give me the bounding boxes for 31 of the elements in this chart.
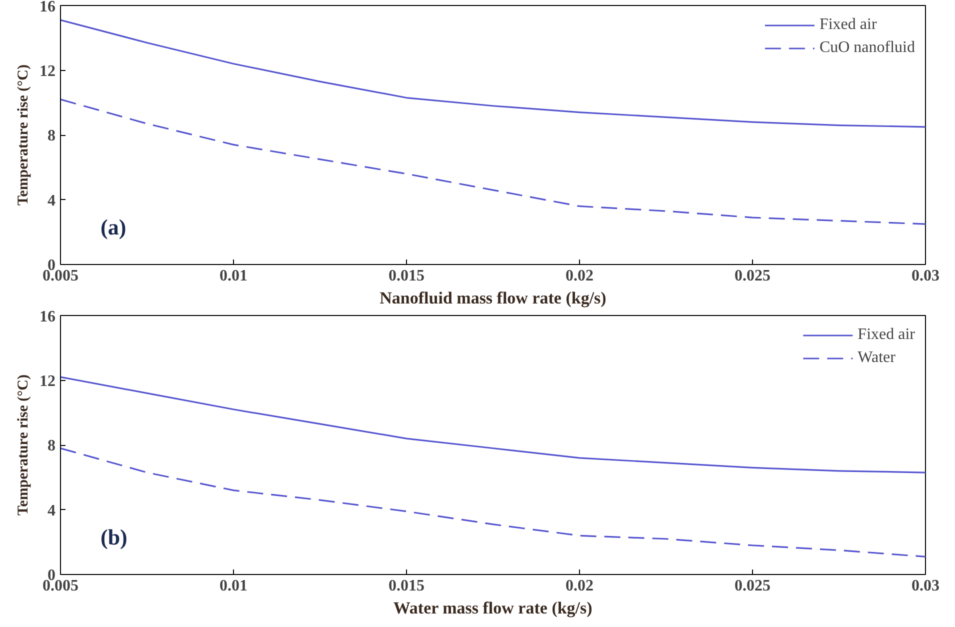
x-axis-title: Water mass flow rate (kg/s) [393, 598, 592, 618]
annotation: (a) [100, 214, 126, 240]
y-tick-label: 16 [40, 0, 56, 16]
line-series [60, 19, 926, 128]
y-tick-label: 4 [48, 192, 56, 210]
x-tick-label: 0.03 [912, 268, 940, 284]
annotation: (b) [100, 524, 128, 550]
x-tick-label: 0.03 [912, 578, 940, 594]
x-tick-label: 0.015 [388, 268, 424, 284]
legend-label: Water [858, 349, 896, 367]
y-tick-label: 16 [40, 308, 56, 326]
y-axis-title: Temperature rise (°C) [16, 374, 32, 516]
x-tick-label: 0.02 [566, 578, 594, 594]
x-tick-label: 0.015 [388, 578, 424, 594]
x-tick-label: 0.025 [734, 268, 770, 284]
legend-label: Fixed air [819, 16, 877, 34]
x-axis-title: Nanofluid mass flow rate (kg/s) [380, 288, 606, 308]
y-tick-label: 8 [48, 128, 56, 144]
y-axis-title: Temperature rise (°C) [16, 64, 32, 206]
y-tick-label: 12 [40, 372, 56, 390]
x-tick-label: 0.01 [220, 268, 248, 284]
x-tick-label: 0.01 [220, 578, 248, 594]
x-tick-label: 0.02 [566, 268, 594, 284]
line-series [60, 447, 926, 558]
y-tick-label: 4 [48, 502, 56, 520]
x-tick-label: 0.025 [734, 578, 770, 594]
line-series [60, 376, 926, 474]
legend-label: CuO nanofluid [819, 39, 915, 57]
y-tick-label: 8 [48, 438, 56, 454]
y-tick-label: 12 [40, 62, 56, 80]
legend-label: Fixed air [858, 326, 915, 344]
